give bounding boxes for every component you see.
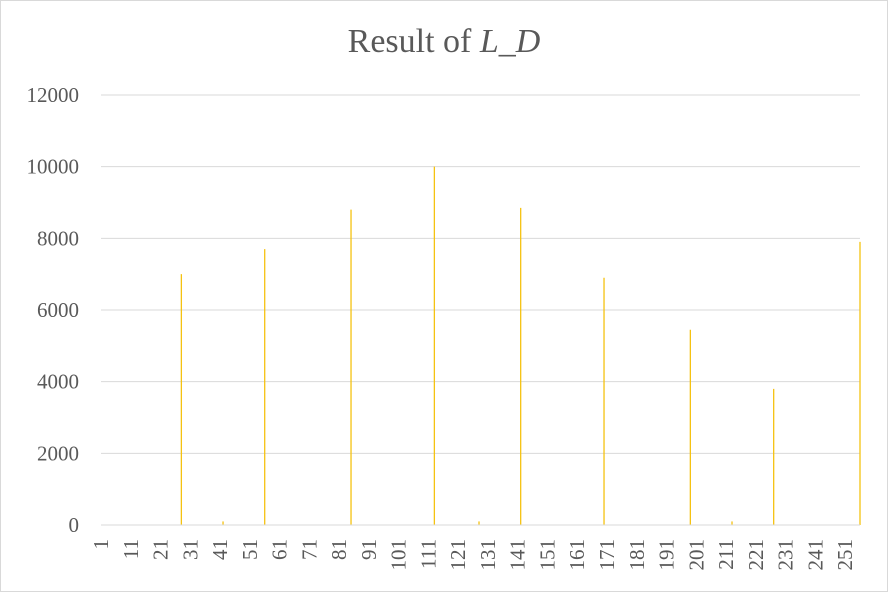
x-tick-label: 31: [178, 539, 202, 560]
x-tick-label: 1: [89, 539, 113, 550]
x-tick-label: 231: [774, 539, 798, 571]
chart-title-variable: L_D: [479, 23, 541, 60]
y-tick-label: 10000: [27, 155, 80, 179]
x-tick-label: 71: [297, 539, 321, 560]
x-tick-label: 131: [476, 539, 500, 571]
x-tick-label: 201: [684, 539, 708, 571]
x-tick-label: 221: [744, 539, 768, 571]
x-tick-label: 161: [565, 539, 589, 571]
x-tick-label: 191: [655, 539, 679, 571]
y-tick-label: 12000: [27, 83, 80, 107]
y-tick-label: 2000: [37, 441, 79, 465]
x-tick-label: 41: [208, 539, 232, 560]
y-tick-label: 0: [69, 513, 80, 537]
x-tick-label: 11: [119, 539, 143, 559]
chart-title: Result of L_D: [1, 23, 887, 61]
chart-title-prefix: Result of: [347, 23, 480, 60]
x-tick-label: 81: [327, 539, 351, 560]
x-tick-label: 181: [625, 539, 649, 571]
x-tick-label: 211: [714, 539, 738, 570]
y-tick-label: 6000: [37, 298, 79, 322]
x-tick-label: 91: [357, 539, 381, 560]
x-tick-label: 51: [238, 539, 262, 560]
x-tick-label: 61: [268, 539, 292, 560]
x-tick-label: 171: [595, 539, 619, 571]
x-tick-label: 121: [446, 539, 470, 571]
x-tick-label: 241: [803, 539, 827, 571]
y-tick-label: 4000: [37, 370, 79, 394]
x-tick-label: 21: [149, 539, 173, 560]
x-tick-label: 141: [506, 539, 530, 571]
x-tick-label: 111: [416, 539, 440, 569]
x-tick-label: 101: [387, 539, 411, 571]
x-tick-label: 151: [535, 539, 559, 571]
x-tick-label: 251: [833, 539, 857, 571]
y-tick-label: 8000: [37, 226, 79, 250]
